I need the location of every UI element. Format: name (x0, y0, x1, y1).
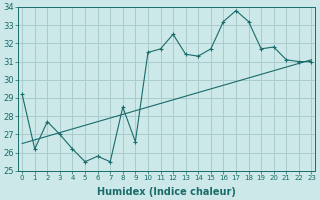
X-axis label: Humidex (Indice chaleur): Humidex (Indice chaleur) (97, 187, 236, 197)
